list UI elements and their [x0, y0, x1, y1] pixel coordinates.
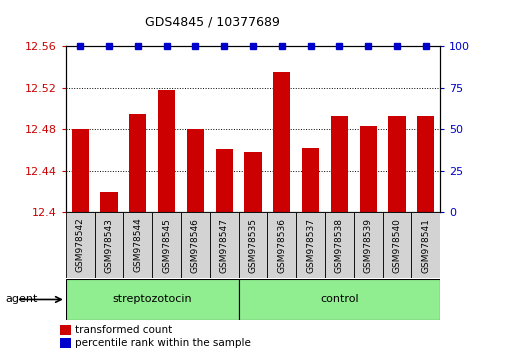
Bar: [324, 212, 353, 278]
Text: agent: agent: [5, 295, 37, 304]
Bar: [411, 212, 439, 278]
Bar: [359, 126, 376, 212]
Text: control: control: [320, 295, 358, 304]
Bar: [60, 338, 71, 348]
Bar: [267, 212, 295, 278]
Bar: [66, 279, 238, 320]
Bar: [66, 212, 94, 278]
Bar: [71, 129, 89, 212]
Text: GSM978538: GSM978538: [334, 218, 343, 273]
Bar: [330, 116, 347, 212]
Text: GDS4845 / 10377689: GDS4845 / 10377689: [145, 16, 279, 29]
Text: GSM978544: GSM978544: [133, 218, 142, 272]
Bar: [295, 212, 324, 278]
Bar: [94, 212, 123, 278]
Text: GSM978540: GSM978540: [392, 218, 401, 273]
Bar: [60, 325, 71, 335]
Bar: [382, 212, 411, 278]
Text: GSM978546: GSM978546: [190, 218, 199, 273]
Text: GSM978535: GSM978535: [248, 218, 257, 273]
Bar: [181, 212, 210, 278]
Bar: [152, 212, 181, 278]
Bar: [186, 129, 204, 212]
Text: transformed count: transformed count: [75, 325, 172, 335]
Bar: [210, 212, 238, 278]
Bar: [100, 192, 117, 212]
Text: GSM978536: GSM978536: [277, 218, 286, 273]
Text: GSM978537: GSM978537: [306, 218, 315, 273]
Bar: [215, 149, 232, 212]
Text: GSM978547: GSM978547: [219, 218, 228, 273]
Bar: [158, 90, 175, 212]
Bar: [273, 72, 290, 212]
Bar: [301, 148, 319, 212]
Text: GSM978543: GSM978543: [104, 218, 113, 273]
Bar: [353, 212, 382, 278]
Text: GSM978541: GSM978541: [421, 218, 429, 273]
Text: GSM978542: GSM978542: [76, 218, 84, 272]
Bar: [244, 152, 261, 212]
Bar: [238, 212, 267, 278]
Bar: [238, 279, 439, 320]
Text: percentile rank within the sample: percentile rank within the sample: [75, 337, 250, 348]
Bar: [416, 116, 434, 212]
Bar: [388, 116, 405, 212]
Bar: [123, 212, 152, 278]
Text: GSM978545: GSM978545: [162, 218, 171, 273]
Text: streptozotocin: streptozotocin: [112, 295, 191, 304]
Bar: [129, 114, 146, 212]
Text: GSM978539: GSM978539: [363, 218, 372, 273]
